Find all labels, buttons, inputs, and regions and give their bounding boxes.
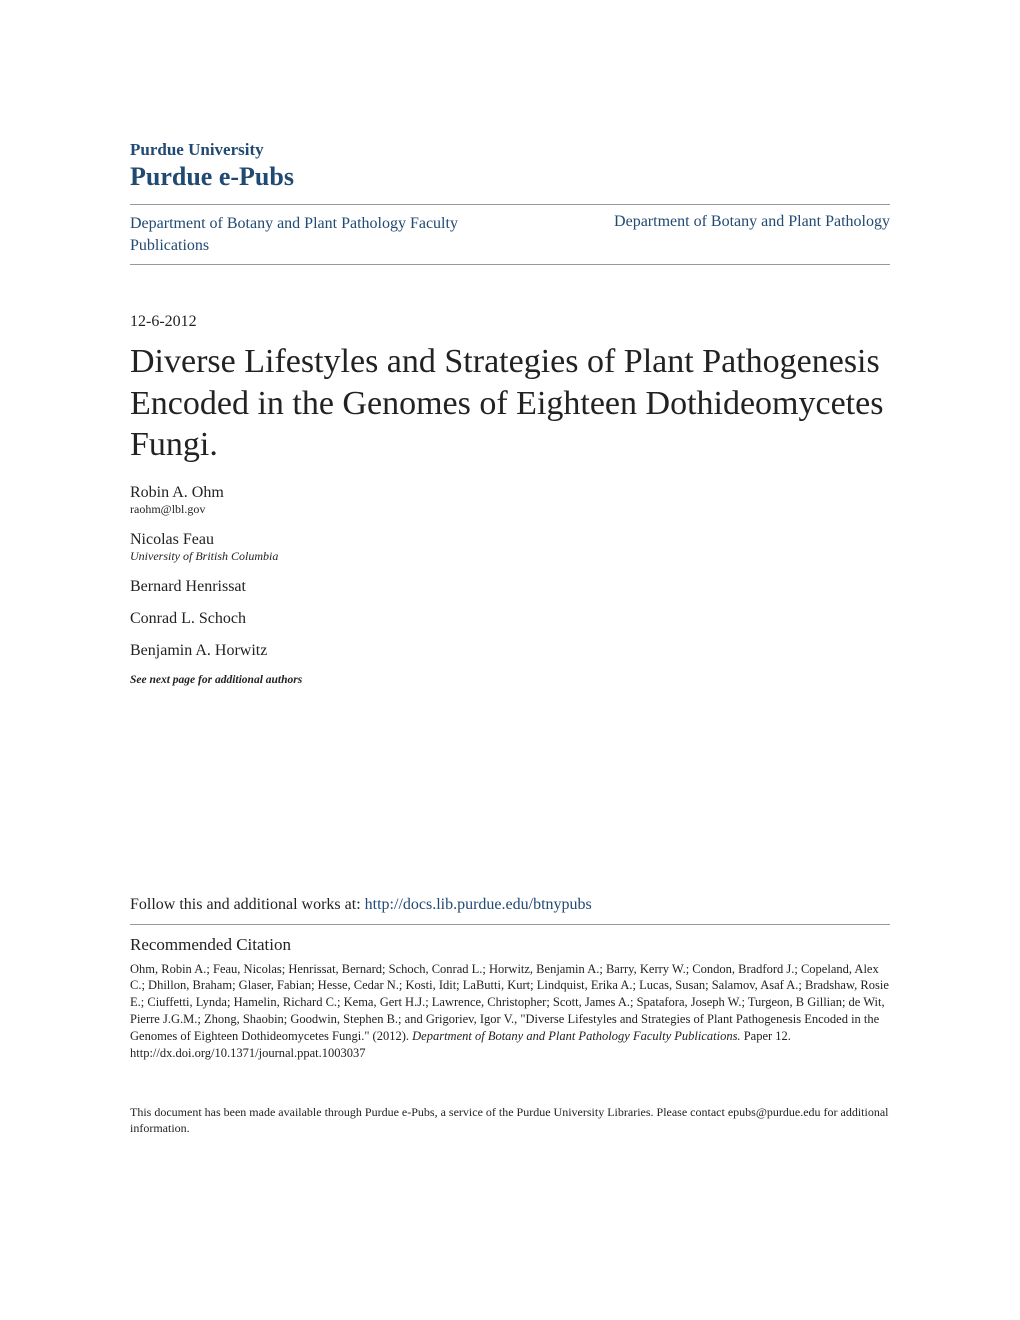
author-item: Conrad L. Schoch bbox=[130, 610, 890, 628]
citation-journal: Department of Botany and Plant Pathology… bbox=[412, 1029, 740, 1043]
department-link[interactable]: Department of Botany and Plant Pathology bbox=[614, 213, 890, 231]
author-name: Bernard Henrissat bbox=[130, 578, 890, 596]
author-name: Conrad L. Schoch bbox=[130, 610, 890, 628]
author-item: Robin A. Ohm raohm@lbl.gov bbox=[130, 484, 890, 517]
author-email: raohm@lbl.gov bbox=[130, 502, 890, 517]
repository-name[interactable]: Purdue e-Pubs bbox=[130, 162, 890, 192]
institution-name[interactable]: Purdue University bbox=[130, 140, 890, 160]
header-block: Purdue University Purdue e-Pubs bbox=[130, 140, 890, 192]
author-name: Benjamin A. Horwitz bbox=[130, 642, 890, 660]
author-item: Benjamin A. Horwitz bbox=[130, 642, 890, 660]
follow-prefix: Follow this and additional works at: bbox=[130, 896, 365, 913]
rule-follow bbox=[130, 924, 890, 925]
recommended-citation-heading: Recommended Citation bbox=[130, 935, 890, 955]
publication-date: 12-6-2012 bbox=[130, 313, 890, 331]
citation-tail: Paper 12. bbox=[741, 1029, 791, 1043]
author-item: Bernard Henrissat bbox=[130, 578, 890, 596]
follow-url[interactable]: http://docs.lib.purdue.edu/btnypubs bbox=[365, 896, 592, 913]
citation-body: Ohm, Robin A.; Feau, Nicolas; Henrissat,… bbox=[130, 961, 890, 1062]
authors-list: Robin A. Ohm raohm@lbl.gov Nicolas Feau … bbox=[130, 484, 890, 660]
author-name: Nicolas Feau bbox=[130, 531, 890, 549]
follow-works: Follow this and additional works at: htt… bbox=[130, 896, 890, 924]
author-name: Robin A. Ohm bbox=[130, 484, 890, 502]
see-next-page: See next page for additional authors bbox=[130, 674, 890, 686]
footer-note: This document has been made available th… bbox=[130, 1104, 890, 1136]
citation-doi: http://dx.doi.org/10.1371/journal.ppat.1… bbox=[130, 1046, 366, 1060]
author-affiliation: University of British Columbia bbox=[130, 549, 890, 564]
rule-mid bbox=[130, 264, 890, 265]
department-publications-link[interactable]: Department of Botany and Plant Pathology… bbox=[130, 213, 510, 256]
paper-title: Diverse Lifestyles and Strategies of Pla… bbox=[130, 341, 890, 465]
author-item: Nicolas Feau University of British Colum… bbox=[130, 531, 890, 564]
department-row: Department of Botany and Plant Pathology… bbox=[130, 205, 890, 264]
